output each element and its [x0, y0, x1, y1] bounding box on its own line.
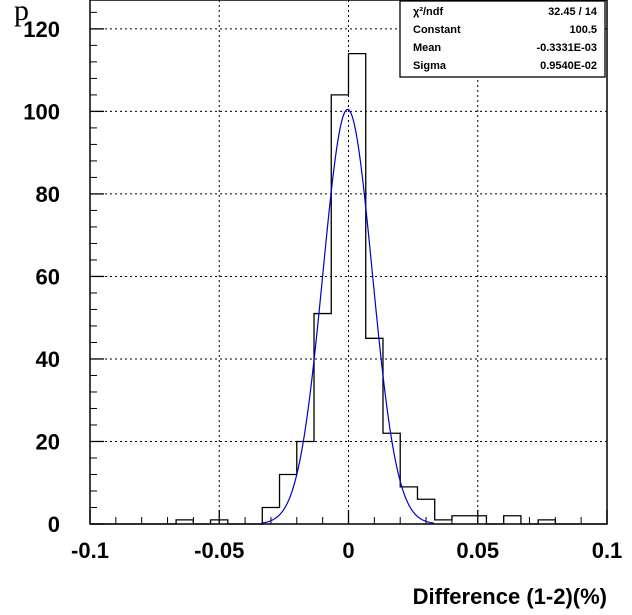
- stats-label: Sigma: [413, 60, 447, 72]
- y-tick-label: 80: [36, 182, 60, 207]
- stats-value: 32.45 / 14: [548, 6, 598, 18]
- y-tick-label: 40: [36, 347, 60, 372]
- stats-label: Constant: [413, 24, 461, 36]
- x-tick-label: 0.1: [592, 538, 623, 563]
- stats-box-frame: [399, 0, 606, 78]
- y-tick-labels: 0 20 40 60 80 100 120: [23, 17, 60, 537]
- stats-box: χ²/ndf 32.45 / 14 Constant 100.5 Mean -0.3331…: [399, 0, 606, 78]
- x-tick-label: -0.05: [194, 538, 244, 563]
- stats-label: Mean: [413, 42, 441, 54]
- x-tick-label: 0.05: [456, 538, 499, 563]
- x-tick-marks: [89, 510, 608, 524]
- stats-value: 0.9540E-02: [540, 60, 597, 72]
- y-tick-label: 60: [36, 264, 60, 289]
- plot-frame: [89, 0, 608, 525]
- x-tick-label: 0: [342, 538, 354, 563]
- y-tick-marks: [90, 11, 104, 525]
- x-tick-labels: -0.1 -0.05 0 0.05 0.1: [71, 538, 622, 563]
- y-tick-label: 20: [36, 429, 60, 454]
- x-axis-title: Difference (1-2)(%): [413, 584, 607, 609]
- gaussian-fit-curve: [261, 108, 435, 524]
- y-tick-label: 120: [23, 17, 60, 42]
- x-tick-label: -0.1: [71, 538, 109, 563]
- histogram-outline: [90, 52, 608, 525]
- y-tick-label: 100: [23, 99, 60, 124]
- stats-label: χ²/ndf: [413, 6, 443, 18]
- corner-glyph: p: [14, 0, 29, 27]
- y-tick-label: 0: [48, 512, 60, 537]
- stats-value: -0.3331E-03: [536, 42, 597, 54]
- stats-value: 100.5: [569, 24, 597, 36]
